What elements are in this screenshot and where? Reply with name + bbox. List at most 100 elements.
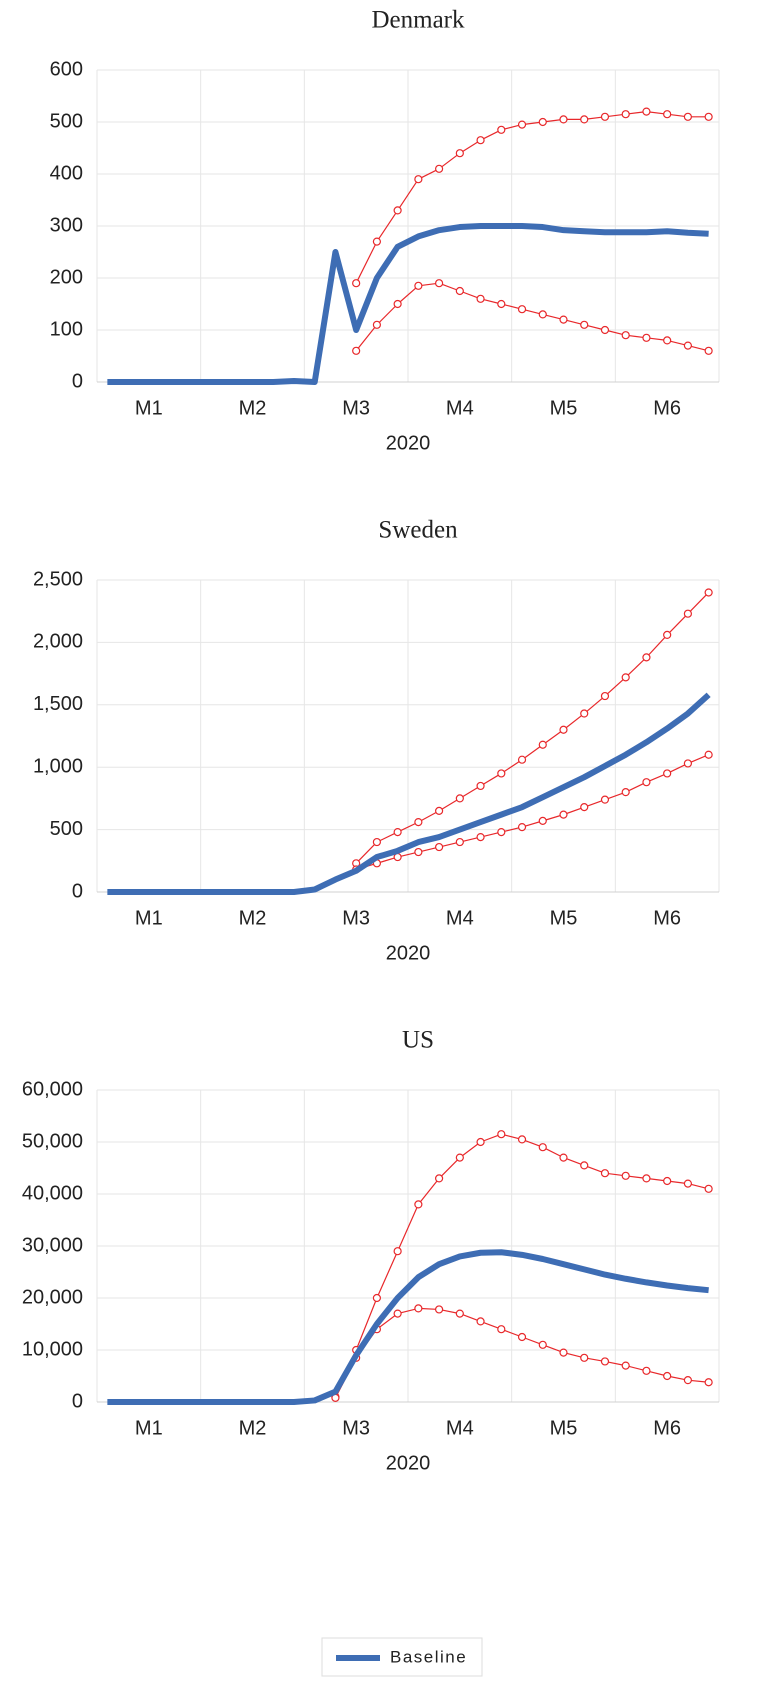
marker <box>435 1174 444 1183</box>
x-tick-label: M1 <box>135 1417 163 1439</box>
marker <box>704 112 713 121</box>
marker <box>663 1176 672 1186</box>
x-tick-label: M3 <box>342 907 370 929</box>
y-tick-label: 400 <box>50 162 83 184</box>
x-axis-title: 2020 <box>386 432 431 454</box>
marker <box>559 810 568 819</box>
marker <box>372 320 381 329</box>
x-tick-label: M4 <box>446 397 474 419</box>
marker <box>455 1309 464 1318</box>
marker <box>476 136 485 145</box>
marker <box>580 320 589 329</box>
marker <box>621 331 630 340</box>
chart-title: Denmark <box>371 7 465 34</box>
marker <box>538 816 547 825</box>
marker <box>559 115 568 124</box>
chart-title: US <box>402 1027 434 1054</box>
x-tick-label: M3 <box>342 1417 370 1439</box>
marker <box>372 837 381 847</box>
marker <box>497 299 506 309</box>
marker <box>580 115 589 124</box>
y-tick-label: 300 <box>50 214 83 236</box>
marker <box>497 827 506 837</box>
legend-label: Baseline <box>390 1647 467 1666</box>
marker <box>683 341 693 350</box>
marker <box>517 120 527 129</box>
x-axis-title: 2020 <box>386 1452 431 1474</box>
marker <box>683 759 693 768</box>
marker <box>455 837 464 847</box>
marker <box>559 315 568 324</box>
marker <box>435 279 444 288</box>
marker <box>580 1161 589 1170</box>
marker <box>393 299 402 309</box>
marker <box>517 755 527 764</box>
marker <box>435 842 444 852</box>
marker <box>663 110 672 119</box>
marker <box>393 1247 402 1256</box>
marker <box>414 1304 423 1313</box>
marker <box>455 1153 464 1162</box>
marker <box>683 1376 693 1385</box>
marker <box>538 117 547 127</box>
marker <box>704 750 713 759</box>
marker <box>538 740 547 749</box>
y-tick-label: 20,000 <box>22 1286 83 1308</box>
marker <box>642 1366 651 1375</box>
marker <box>621 788 630 797</box>
x-tick-label: M1 <box>135 907 163 929</box>
x-tick-label: M1 <box>135 397 163 419</box>
marker <box>497 125 506 134</box>
marker <box>704 1378 713 1387</box>
marker <box>414 1200 423 1209</box>
x-tick-label: M3 <box>342 397 370 419</box>
marker <box>414 175 423 184</box>
marker <box>663 336 672 345</box>
x-tick-label: M5 <box>550 907 578 929</box>
marker <box>435 806 444 815</box>
y-tick-label: 0 <box>72 370 83 392</box>
marker <box>704 588 713 597</box>
marker <box>517 1332 527 1342</box>
y-tick-label: 200 <box>50 266 83 288</box>
marker <box>580 1353 589 1362</box>
marker <box>663 1371 672 1381</box>
y-tick-label: 2,500 <box>33 568 83 590</box>
marker <box>559 1348 568 1357</box>
marker <box>372 1293 381 1303</box>
marker <box>517 305 527 314</box>
series-line <box>107 223 709 385</box>
marker <box>538 1143 547 1152</box>
x-tick-label: M6 <box>653 397 681 419</box>
marker <box>435 1305 444 1314</box>
y-tick-label: 1,500 <box>33 693 83 715</box>
marker <box>683 1179 693 1188</box>
range-line <box>355 592 710 864</box>
y-tick-label: 600 <box>50 58 83 80</box>
marker <box>476 1317 485 1326</box>
y-tick-label: 50,000 <box>22 1130 83 1152</box>
marker <box>352 279 361 288</box>
marker <box>497 769 506 778</box>
range-line <box>355 282 709 352</box>
marker <box>642 1174 651 1183</box>
marker <box>642 107 651 116</box>
x-tick-label: M4 <box>446 907 474 929</box>
marker <box>393 1309 402 1318</box>
marker <box>642 333 651 342</box>
legend-box <box>321 1637 483 1677</box>
marker <box>455 794 464 803</box>
series-line <box>107 692 711 895</box>
marker <box>414 847 423 857</box>
marker <box>600 112 610 121</box>
marker <box>497 1130 506 1139</box>
marker <box>476 832 485 842</box>
y-tick-label: 500 <box>50 110 83 132</box>
y-tick-label: 500 <box>50 818 83 840</box>
marker <box>600 795 610 804</box>
marker <box>600 325 610 335</box>
marker <box>600 691 610 701</box>
x-tick-label: M2 <box>239 1417 267 1439</box>
marker <box>476 294 485 303</box>
